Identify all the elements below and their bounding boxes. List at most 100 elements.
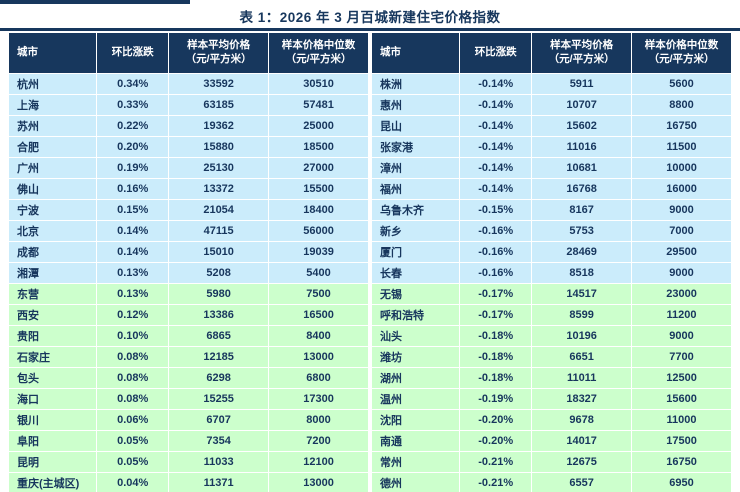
median-price-cell: 5400 [268, 262, 369, 284]
table-row: 昆明 0.05% 11033 12100 [7, 451, 369, 473]
mom-change-cell: 0.08% [96, 388, 170, 410]
header-city: 城市 [370, 32, 461, 74]
table-row: 宁波 0.15% 21054 18400 [7, 199, 369, 221]
mom-change-cell: 0.08% [96, 367, 170, 389]
median-price-cell: 15500 [268, 178, 369, 200]
header-avg-price: 样本平均价格 （元/平方米） [168, 32, 270, 74]
table-row: 厦门 -0.16% 28469 29500 [370, 241, 732, 263]
avg-price-cell: 8167 [531, 199, 633, 221]
table-row: 包头 0.08% 6298 6800 [7, 367, 369, 389]
median-price-cell: 16750 [631, 451, 732, 473]
mom-change-cell: -0.20% [459, 430, 533, 452]
table-row: 常州 -0.21% 12675 16750 [370, 451, 732, 473]
median-price-cell: 16500 [268, 304, 369, 326]
table-row: 乌鲁木齐 -0.15% 8167 9000 [370, 199, 732, 221]
city-cell: 沈阳 [370, 409, 461, 431]
table-row: 苏州 0.22% 19362 25000 [7, 115, 369, 137]
avg-price-cell: 47115 [168, 220, 270, 242]
avg-price-cell: 14517 [531, 283, 633, 305]
city-cell: 乌鲁木齐 [370, 199, 461, 221]
median-price-cell: 6800 [268, 367, 369, 389]
avg-price-cell: 11016 [531, 136, 633, 158]
avg-price-cell: 10707 [531, 94, 633, 116]
price-index-tables: 城市 环比涨跌 样本平均价格 （元/平方米） 样本价格中位数 （元/平方米） [0, 31, 740, 492]
median-price-cell: 56000 [268, 220, 369, 242]
city-cell: 温州 [370, 388, 461, 410]
table-row: 杭州 0.34% 33592 30510 [7, 73, 369, 95]
table-body-right: 株洲 -0.14% 5911 5600 惠州 -0.14% 10707 8800 昆山 -0.14… [370, 73, 732, 492]
median-price-cell: 12100 [268, 451, 369, 473]
median-price-cell: 11500 [631, 136, 732, 158]
avg-price-cell: 18327 [531, 388, 633, 410]
mom-change-cell: -0.18% [459, 367, 533, 389]
table-row: 福州 -0.14% 16768 16000 [370, 178, 732, 200]
median-price-cell: 7500 [268, 283, 369, 305]
median-price-cell: 9000 [631, 262, 732, 284]
city-cell: 无锡 [370, 283, 461, 305]
avg-price-cell: 28469 [531, 241, 633, 263]
table-row: 南通 -0.20% 14017 17500 [370, 430, 732, 452]
mom-change-cell: 0.04% [96, 472, 170, 492]
city-cell: 株洲 [370, 73, 461, 95]
table-title: 表 1：2026 年 3 月百城新建住宅价格指数 [239, 10, 501, 25]
avg-price-cell: 11371 [168, 472, 270, 492]
header-median-price: 样本价格中位数 （元/平方米） [268, 32, 369, 74]
median-price-cell: 10000 [631, 157, 732, 179]
city-cell: 东营 [7, 283, 98, 305]
median-price-cell: 11200 [631, 304, 732, 326]
city-cell: 福州 [370, 178, 461, 200]
table-row: 沈阳 -0.20% 9678 11000 [370, 409, 732, 431]
city-cell: 广州 [7, 157, 98, 179]
median-price-cell: 18400 [268, 199, 369, 221]
median-price-cell: 9000 [631, 199, 732, 221]
city-cell: 苏州 [7, 115, 98, 137]
price-table-right: 城市 环比涨跌 样本平均价格 （元/平方米） 样本价格中位数 （元/平方米） [370, 32, 732, 492]
mom-change-cell: 0.13% [96, 283, 170, 305]
avg-price-cell: 15010 [168, 241, 270, 263]
table-row: 阜阳 0.05% 7354 7200 [7, 430, 369, 452]
avg-price-cell: 12185 [168, 346, 270, 368]
city-cell: 昆明 [7, 451, 98, 473]
table-row: 张家港 -0.14% 11016 11500 [370, 136, 732, 158]
median-price-cell: 7700 [631, 346, 732, 368]
table-row: 株洲 -0.14% 5911 5600 [370, 73, 732, 95]
avg-price-cell: 8518 [531, 262, 633, 284]
avg-price-cell: 5980 [168, 283, 270, 305]
table-row: 潍坊 -0.18% 6651 7700 [370, 346, 732, 368]
title-divider [0, 28, 740, 31]
avg-price-cell: 9678 [531, 409, 633, 431]
table-body-left: 杭州 0.34% 33592 30510 上海 0.33% 63185 57481 苏州 0.22… [7, 73, 369, 492]
table-row: 呼和浩特 -0.17% 8599 11200 [370, 304, 732, 326]
median-price-cell: 13000 [268, 472, 369, 492]
table-row: 西安 0.12% 13386 16500 [7, 304, 369, 326]
avg-price-cell: 63185 [168, 94, 270, 116]
median-price-cell: 23000 [631, 283, 732, 305]
mom-change-cell: 0.06% [96, 409, 170, 431]
median-price-cell: 9000 [631, 325, 732, 347]
city-cell: 佛山 [7, 178, 98, 200]
avg-price-cell: 21054 [168, 199, 270, 221]
city-cell: 杭州 [7, 73, 98, 95]
mom-change-cell: 0.19% [96, 157, 170, 179]
mom-change-cell: -0.14% [459, 94, 533, 116]
mom-change-cell: 0.10% [96, 325, 170, 347]
city-cell: 上海 [7, 94, 98, 116]
mom-change-cell: 0.14% [96, 220, 170, 242]
median-price-cell: 17300 [268, 388, 369, 410]
median-price-cell: 8400 [268, 325, 369, 347]
city-cell: 重庆(主城区) [7, 472, 98, 492]
avg-price-cell: 15602 [531, 115, 633, 137]
avg-price-cell: 6298 [168, 367, 270, 389]
median-price-cell: 30510 [268, 73, 369, 95]
city-cell: 银川 [7, 409, 98, 431]
table-row: 东营 0.13% 5980 7500 [7, 283, 369, 305]
median-price-cell: 5600 [631, 73, 732, 95]
table-row: 新乡 -0.16% 5753 7000 [370, 220, 732, 242]
median-price-cell: 15600 [631, 388, 732, 410]
mom-change-cell: 0.13% [96, 262, 170, 284]
avg-price-cell: 6707 [168, 409, 270, 431]
city-cell: 北京 [7, 220, 98, 242]
avg-price-cell: 6557 [531, 472, 633, 492]
city-cell: 包头 [7, 367, 98, 389]
